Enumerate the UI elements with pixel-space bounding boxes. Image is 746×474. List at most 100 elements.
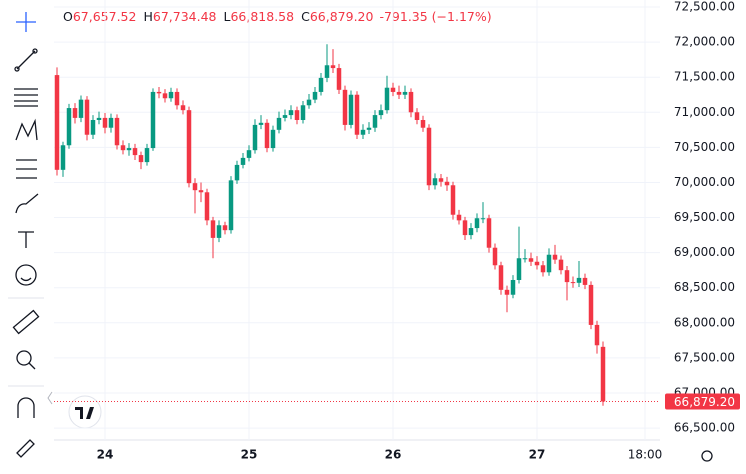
candle-body — [144, 148, 150, 163]
candle — [60, 141, 66, 177]
candle — [216, 220, 222, 243]
legend-key: C — [301, 9, 310, 24]
candle-body — [72, 108, 78, 118]
x-tick-label: 25 — [241, 448, 258, 462]
candle — [540, 261, 546, 277]
candle-body — [66, 108, 72, 146]
candle-body — [138, 155, 144, 163]
candle-body — [444, 181, 450, 186]
candle-body — [450, 185, 456, 215]
candle-body — [564, 270, 570, 283]
candle — [204, 188, 210, 226]
candle-body — [516, 258, 522, 280]
brush-tool[interactable] — [15, 193, 39, 214]
candle-body — [216, 225, 222, 238]
legend-key: O — [63, 9, 73, 24]
x-tick-label: 26 — [385, 448, 402, 462]
candle — [504, 285, 510, 313]
candle — [96, 111, 102, 125]
plot — [54, 0, 660, 441]
text-tool[interactable] — [18, 231, 34, 248]
candle-body — [462, 220, 468, 236]
candle-body — [582, 277, 588, 285]
candle — [402, 85, 408, 99]
candle-body — [150, 91, 156, 149]
candle-body — [402, 91, 408, 95]
emoji-tool[interactable] — [15, 264, 37, 286]
candle — [102, 112, 108, 134]
collapse-toggle[interactable] — [47, 391, 53, 405]
zoom-tool[interactable] — [16, 350, 36, 370]
candle-body — [492, 247, 498, 266]
legend-key: L — [224, 9, 231, 24]
lock-tool[interactable] — [16, 439, 35, 458]
candle — [258, 115, 264, 130]
candle-body — [414, 112, 420, 120]
candle — [312, 87, 318, 104]
candle-body — [114, 117, 120, 146]
candle — [522, 249, 528, 263]
y-tick-label: 71,500.00 — [674, 70, 735, 84]
candle-body — [408, 91, 414, 113]
candle — [276, 111, 282, 134]
candle-body — [240, 157, 246, 165]
fib-tool[interactable] — [14, 88, 38, 107]
candle — [198, 182, 204, 203]
legend-change: -791.35 (−1.17%) — [379, 9, 491, 24]
candle-body — [246, 150, 252, 158]
ohlc-legend: O67,657.52 H67,734.48 L66,818.58 C66,879.20… — [63, 9, 492, 24]
candle — [564, 265, 570, 301]
candle — [282, 109, 288, 122]
candle — [588, 281, 594, 330]
candle-body — [192, 183, 198, 191]
candle-body — [318, 77, 324, 92]
candle-body — [354, 94, 360, 135]
candle — [354, 91, 360, 139]
candle-body — [282, 115, 288, 118]
candle — [534, 256, 540, 270]
y-tick-label: 70,000.00 — [674, 175, 735, 189]
candle — [138, 151, 144, 170]
candle — [498, 261, 504, 295]
candle — [210, 216, 216, 259]
candle-body — [120, 145, 126, 151]
candle — [126, 143, 132, 156]
candle-body — [168, 91, 174, 99]
candle-body — [300, 105, 306, 120]
candle-body — [234, 164, 240, 181]
legend-value: 67,734.48 — [153, 9, 217, 24]
ruler-tool[interactable] — [12, 309, 40, 335]
candle-body — [438, 178, 444, 182]
candle-body — [108, 117, 114, 128]
forecast-tool[interactable] — [16, 159, 37, 179]
candle — [390, 82, 396, 97]
legend-value: 66,818.58 — [230, 9, 294, 24]
settings-icon[interactable] — [701, 450, 713, 462]
candle — [414, 108, 420, 125]
candle-body — [594, 324, 600, 346]
candle-body — [156, 91, 162, 94]
y-tick-label: 71,000.00 — [674, 105, 735, 119]
candle — [162, 89, 168, 103]
candle — [186, 106, 192, 188]
candle — [516, 226, 522, 284]
candle — [324, 44, 330, 83]
candle — [294, 106, 300, 125]
y-tick-label: 72,500.00 — [674, 0, 735, 14]
candle-body — [546, 254, 552, 273]
candle — [474, 213, 480, 233]
candle-body — [288, 110, 294, 116]
candle — [360, 124, 366, 139]
candle — [72, 103, 78, 124]
candle-body — [534, 261, 540, 266]
y-tick-label: 70,500.00 — [674, 140, 735, 154]
candle — [54, 67, 60, 176]
candle-body — [360, 129, 366, 135]
line-tool[interactable] — [14, 48, 38, 72]
magnet-tool[interactable] — [17, 397, 35, 418]
candle — [462, 216, 468, 240]
pattern-tool[interactable] — [15, 118, 38, 141]
candle-body — [522, 258, 528, 260]
crosshair-tool[interactable] — [16, 12, 36, 32]
